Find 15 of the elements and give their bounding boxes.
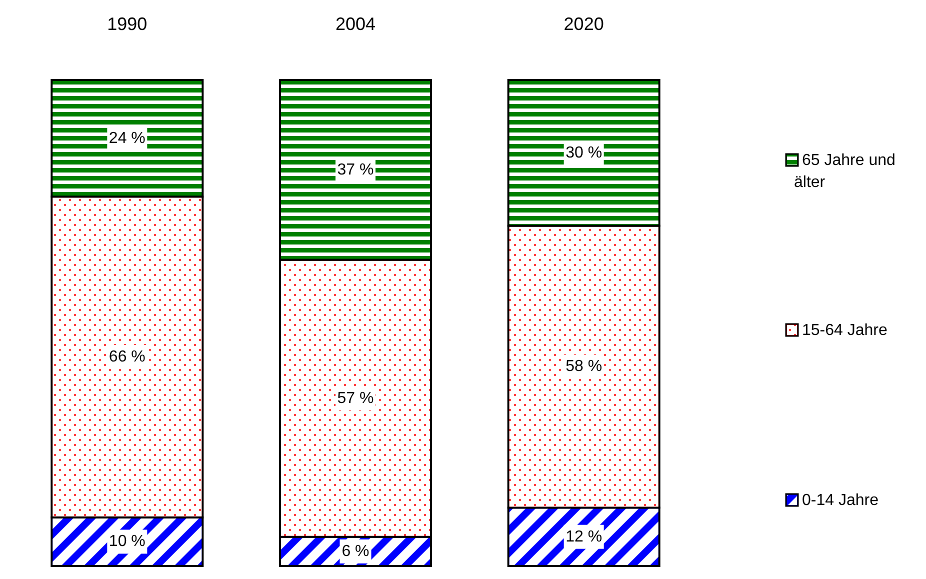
data-label: 12 % [566, 528, 602, 546]
legend-label: 0-14 Jahre [802, 492, 879, 508]
data-label: 37 % [337, 161, 374, 178]
data-label: 6 % [342, 542, 370, 560]
data-label: 10 % [108, 533, 146, 550]
x-tick-label: 1990 [107, 14, 148, 34]
legend-label: 15-64 Jahre [802, 322, 888, 338]
x-tick-label: 2020 [564, 14, 604, 34]
legend-label: 65 Jahre und älter [794, 152, 896, 190]
data-label: 66 % [108, 348, 146, 366]
x-tick-label: 2004 [335, 14, 376, 34]
data-label: 58 % [566, 358, 602, 376]
data-label: 30 % [566, 144, 602, 162]
data-label: 57 % [337, 390, 374, 407]
data-label: 24 % [108, 130, 146, 147]
